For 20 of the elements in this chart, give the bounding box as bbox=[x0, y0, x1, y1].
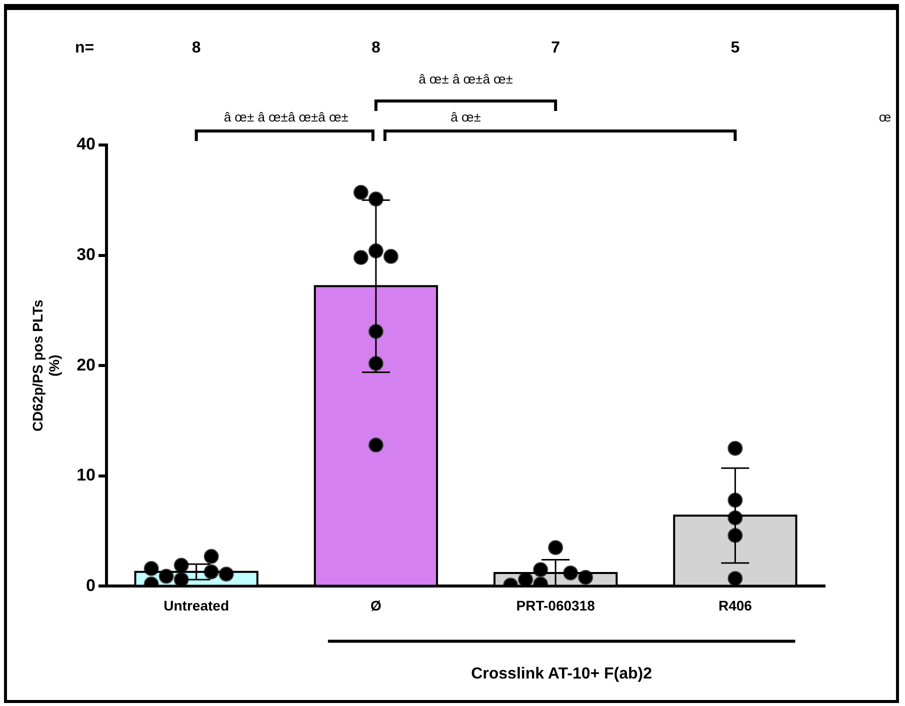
text: â œ± â œ±â œ± bbox=[418, 72, 513, 87]
text: œ bbox=[878, 110, 892, 125]
x-tick-label: Untreated bbox=[164, 597, 229, 614]
text: 7 bbox=[551, 39, 560, 56]
x-tick-label: PRT-060318 bbox=[516, 597, 596, 614]
text: 8 bbox=[371, 39, 380, 56]
x-tick-label: R406 bbox=[718, 597, 752, 614]
text: n= bbox=[74, 39, 94, 56]
y-tick-label: 20 bbox=[76, 355, 96, 374]
y-tick-label: 0 bbox=[86, 576, 96, 595]
x-tick-label: Ø bbox=[370, 597, 382, 614]
text: 5 bbox=[730, 39, 740, 56]
text: â œ± â œ±â œ±â œ± bbox=[224, 110, 348, 125]
y-tick-label: 10 bbox=[76, 466, 96, 485]
text: 8 bbox=[192, 39, 201, 56]
y-axis-title: CD62p/PS pos PLTs (%) bbox=[29, 300, 62, 432]
y-tick-label: 30 bbox=[76, 244, 96, 264]
text: â œ± bbox=[450, 110, 481, 125]
text: Crosslink AT-10+ F(ab)2 bbox=[471, 666, 652, 683]
y-tick-label: 40 bbox=[76, 134, 96, 154]
